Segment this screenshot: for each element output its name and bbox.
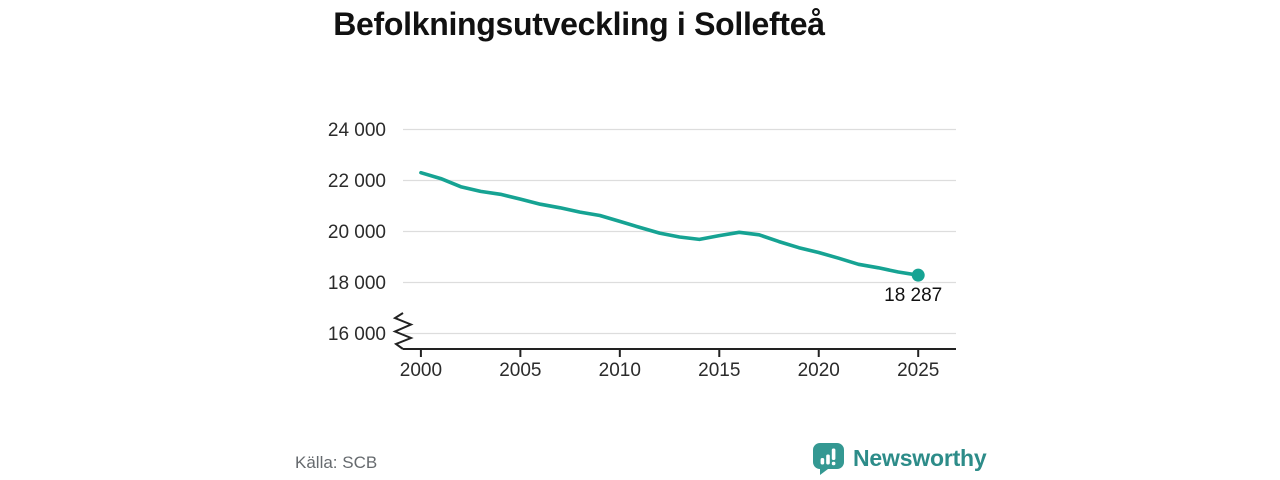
y-tick-label: 18 000 xyxy=(328,273,386,294)
x-tick-label: 2020 xyxy=(798,360,840,381)
source-note: Källa: SCB xyxy=(295,453,378,472)
newsworthy-bar-chart-bubble-icon xyxy=(813,443,844,475)
last-value-label: 18 287 xyxy=(884,285,942,306)
y-axis-break-icon xyxy=(392,312,414,350)
chart-title: Befolkningsutveckling i Sollefteå xyxy=(333,6,825,42)
population-line xyxy=(419,170,921,278)
brand-name: Newsworthy xyxy=(853,445,987,471)
x-tick-label: 2000 xyxy=(400,360,442,381)
y-tick-label: 24 000 xyxy=(328,120,386,141)
y-tick-label: 22 000 xyxy=(328,171,386,192)
x-tick-label: 2015 xyxy=(698,360,740,381)
x-tick-label: 2010 xyxy=(599,360,641,381)
y-tick-label: 20 000 xyxy=(328,222,386,243)
x-tick-label: 2025 xyxy=(897,360,939,381)
y-tick-label: 16 000 xyxy=(328,324,386,345)
last-value-marker xyxy=(911,268,925,282)
newsworthy-logo: Newsworthy xyxy=(812,442,987,475)
x-tick-label: 2005 xyxy=(499,360,541,381)
